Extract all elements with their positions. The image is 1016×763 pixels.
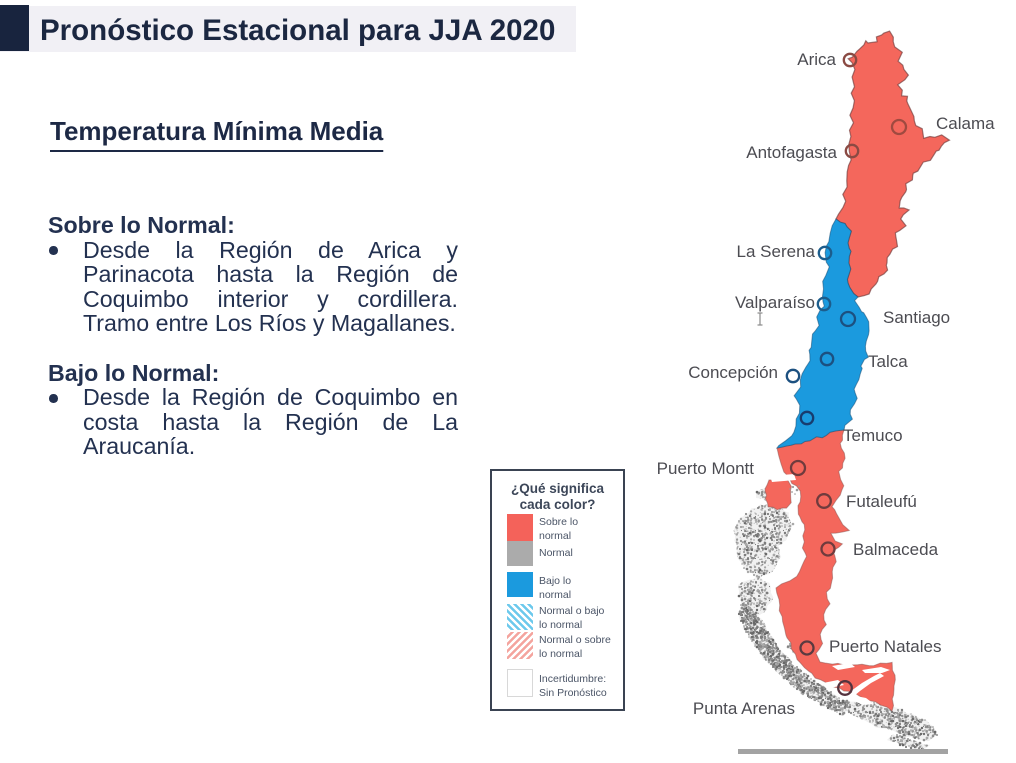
svg-text:Futaleufú: Futaleufú bbox=[846, 492, 917, 511]
svg-text:La Serena: La Serena bbox=[737, 242, 816, 261]
svg-text:Arica: Arica bbox=[797, 50, 836, 69]
svg-text:Concepción: Concepción bbox=[688, 363, 778, 382]
svg-text:Antofagasta: Antofagasta bbox=[746, 143, 837, 162]
svg-text:Punta Arenas: Punta Arenas bbox=[693, 699, 795, 718]
svg-text:Puerto Natales: Puerto Natales bbox=[829, 637, 941, 656]
svg-text:Calama: Calama bbox=[936, 114, 995, 133]
svg-text:Talca: Talca bbox=[868, 352, 908, 371]
svg-text:Temuco: Temuco bbox=[843, 426, 903, 445]
svg-text:Balmaceda: Balmaceda bbox=[853, 540, 939, 559]
svg-text:Valparaíso: Valparaíso bbox=[735, 293, 815, 312]
svg-text:Puerto Montt: Puerto Montt bbox=[657, 459, 755, 478]
svg-text:Santiago: Santiago bbox=[883, 308, 950, 327]
